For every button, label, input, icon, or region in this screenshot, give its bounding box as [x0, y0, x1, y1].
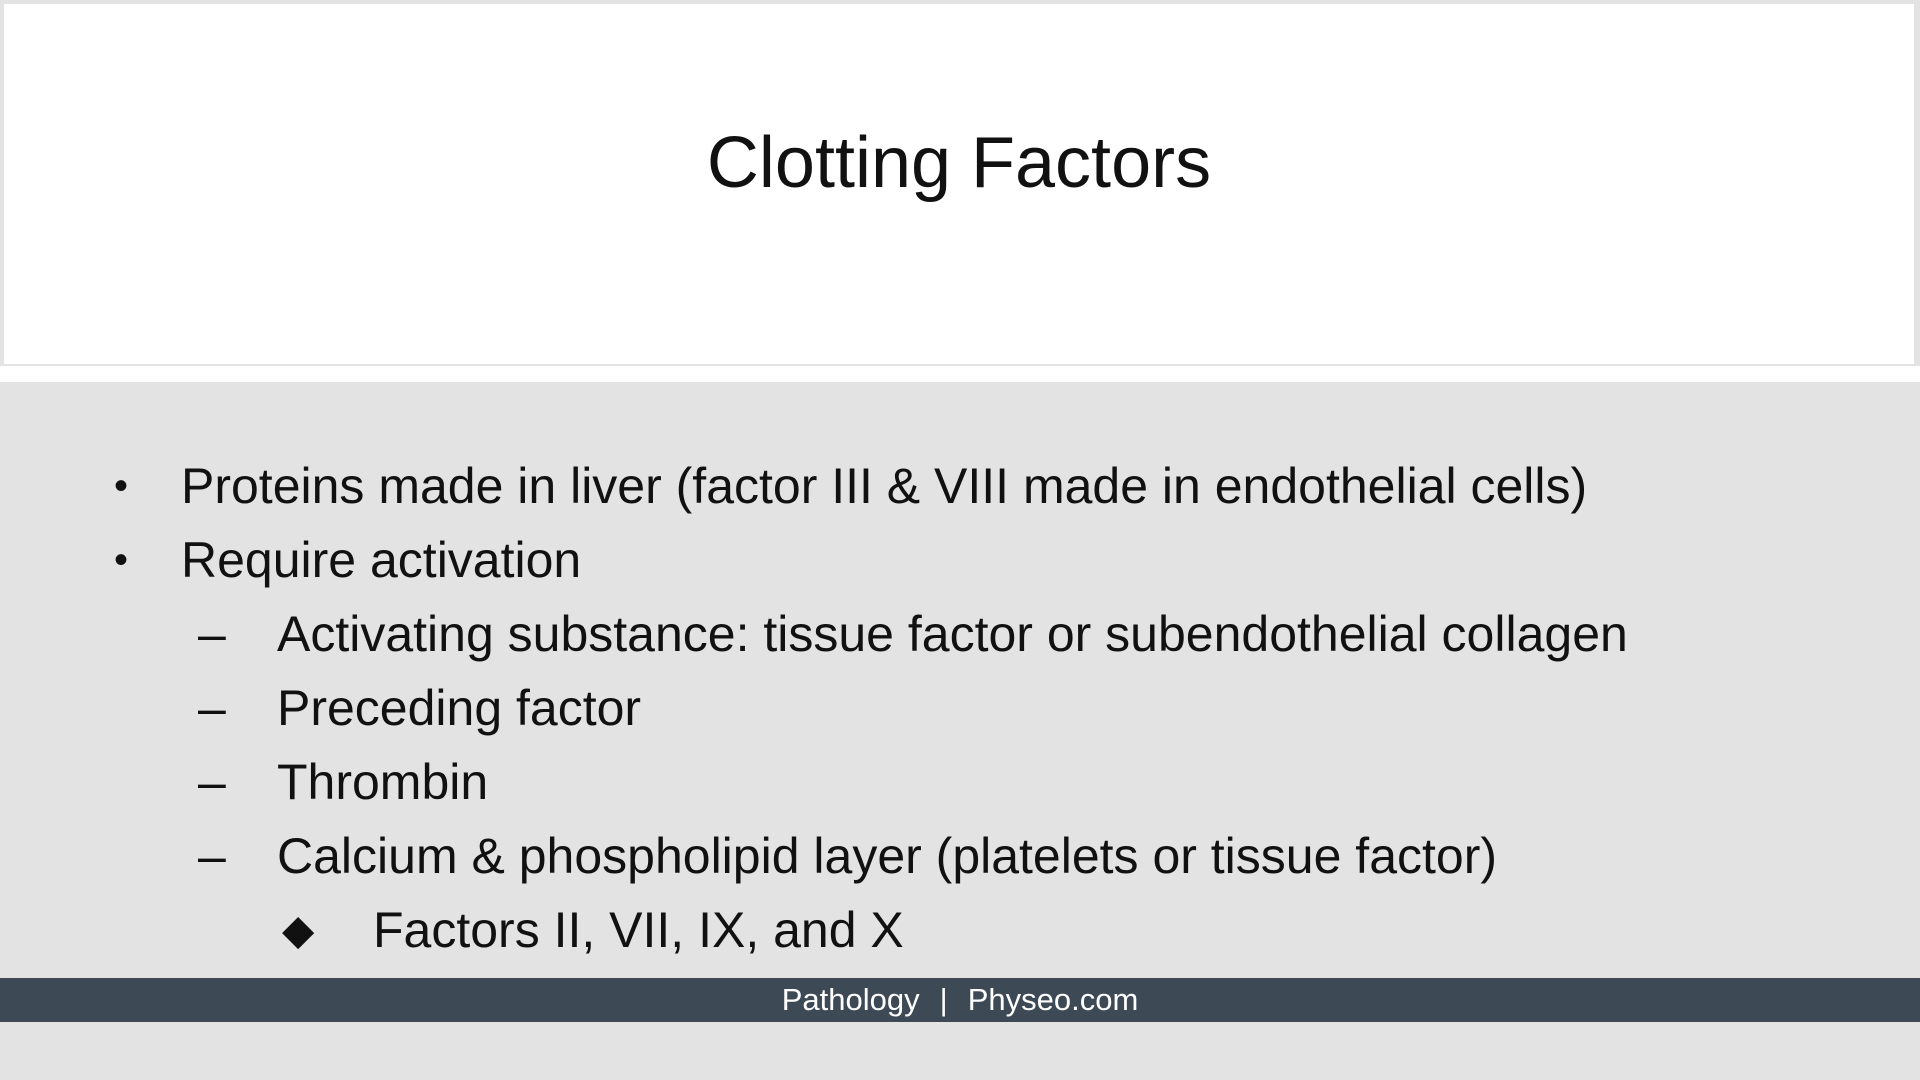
sub-bullet-marker: – [198, 828, 226, 884]
bullet-text: Proteins made in liver (factor III & VII… [181, 458, 1588, 514]
slide-content: • Proteins made in liver (factor III & V… [0, 382, 1920, 978]
sub-sub-bullet-text: Factors II, VII, IX, and X [373, 902, 904, 958]
divider [0, 366, 1920, 382]
bullet-text: Require activation [181, 532, 582, 588]
bullet-marker: • [114, 538, 129, 582]
sub-bullet-marker: – [198, 606, 226, 662]
slide-title: Clotting Factors [706, 123, 1212, 203]
sub-bullet-text: Preceding factor [277, 680, 642, 736]
sub-bullet-marker: – [198, 754, 226, 810]
footer-separator: | [939, 982, 948, 1017]
sub-bullet-marker: – [198, 680, 226, 736]
diamond-bullet-marker: ◆ [282, 906, 315, 953]
sub-bullet-text: Thrombin [277, 754, 489, 810]
title-panel: Clotting Factors [2, 2, 1916, 366]
footer-bar: Pathology | Physeo.com [0, 978, 1920, 1022]
bullet-marker: • [114, 464, 129, 508]
footer-subject: Pathology [781, 982, 920, 1017]
sub-bullet-text: Activating substance: tissue factor or s… [277, 606, 1628, 662]
footer-site: Physeo.com [967, 982, 1139, 1017]
sub-bullet-text: Calcium & phospholipid layer (platelets … [277, 828, 1497, 884]
